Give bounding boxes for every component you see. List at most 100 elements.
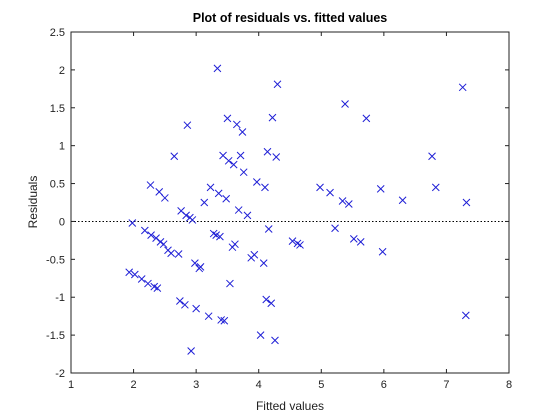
y-tick-label: 1.5	[50, 103, 65, 115]
y-tick-label: -0.5	[46, 254, 65, 266]
data-point	[155, 188, 164, 196]
data-point	[174, 250, 183, 258]
data-point	[271, 336, 279, 345]
data-point	[130, 270, 139, 279]
data-points	[125, 64, 471, 355]
data-point	[176, 297, 184, 305]
data-point	[428, 152, 436, 161]
x-axis: 1 2 3 4 5 6 7 8	[68, 32, 512, 391]
x-tick-label: 6	[381, 379, 387, 391]
data-point	[458, 83, 467, 92]
data-point	[243, 211, 252, 220]
x-tick-label: 4	[256, 379, 262, 391]
data-point	[326, 188, 334, 197]
x-tick-label: 2	[131, 379, 137, 391]
data-point	[204, 312, 213, 321]
data-point	[224, 156, 233, 165]
data-point	[264, 225, 273, 233]
data-point	[159, 240, 168, 249]
data-point	[217, 316, 226, 324]
data-point	[288, 237, 297, 246]
data-point	[226, 279, 234, 288]
data-point	[267, 299, 276, 308]
x-tick-label: 7	[443, 379, 449, 391]
data-point	[431, 183, 440, 192]
x-axis-label: Fitted values	[256, 399, 324, 413]
data-point	[259, 259, 268, 267]
y-tick-label: 0.5	[50, 179, 65, 191]
data-point	[140, 226, 149, 235]
data-point	[223, 114, 232, 123]
data-point	[183, 121, 192, 130]
data-point	[252, 178, 261, 186]
data-point	[261, 183, 269, 192]
x-tick-label: 3	[193, 379, 199, 391]
data-point	[181, 300, 189, 309]
y-tick-label: 1	[59, 141, 65, 153]
x-tick-label: 8	[506, 379, 512, 391]
data-point	[234, 206, 243, 214]
data-point	[256, 331, 265, 339]
data-point	[232, 120, 241, 129]
data-point	[167, 249, 175, 258]
data-point	[128, 219, 137, 227]
data-point	[156, 238, 165, 246]
data-point	[196, 263, 205, 271]
y-tick-label: -2	[55, 368, 65, 380]
data-point	[250, 250, 259, 259]
data-point	[213, 64, 222, 73]
axes-box	[70, 31, 510, 374]
data-point	[216, 232, 224, 241]
y-axis: -2 -1.5 -1 -0.5 0 0.5 1 1.5 2 2.5	[46, 27, 509, 380]
data-point	[222, 194, 231, 203]
data-point	[153, 284, 162, 292]
data-point	[238, 128, 247, 136]
data-point	[206, 183, 215, 192]
data-point	[461, 311, 470, 320]
data-point	[161, 194, 169, 202]
data-point	[144, 279, 152, 288]
data-point	[331, 224, 339, 233]
data-point	[341, 100, 349, 108]
data-point	[146, 181, 155, 189]
data-point	[462, 198, 471, 207]
y-tick-label: -1	[55, 292, 65, 304]
data-point	[349, 235, 358, 243]
x-tick-label: 1	[68, 379, 74, 391]
data-point	[214, 189, 223, 198]
y-axis-label: Residuals	[26, 176, 40, 229]
data-point	[170, 152, 179, 161]
data-point	[220, 316, 229, 325]
data-point	[192, 304, 200, 313]
data-point	[236, 151, 245, 160]
y-tick-label: 0	[59, 216, 65, 228]
data-point	[239, 168, 248, 177]
y-tick-label: -1.5	[46, 330, 65, 342]
data-point	[344, 200, 353, 208]
plot-area	[71, 32, 509, 373]
data-point	[231, 240, 239, 249]
data-point	[182, 211, 190, 220]
data-point	[316, 183, 324, 192]
x-tick-label: 5	[318, 379, 324, 391]
data-point	[398, 196, 407, 205]
data-point	[137, 275, 146, 283]
data-point	[147, 231, 155, 239]
data-point	[378, 247, 387, 256]
data-point	[262, 295, 271, 304]
data-point	[188, 216, 197, 224]
data-point	[273, 80, 282, 89]
data-point	[338, 197, 347, 205]
data-point	[200, 198, 209, 207]
data-point	[268, 113, 277, 122]
data-point	[376, 185, 385, 193]
data-point	[272, 153, 281, 161]
data-point	[125, 268, 134, 277]
data-point	[263, 147, 272, 156]
data-point	[296, 241, 304, 249]
data-point	[362, 114, 371, 123]
data-point	[191, 259, 199, 267]
data-point	[187, 347, 195, 355]
y-tick-label: 2	[59, 65, 65, 77]
